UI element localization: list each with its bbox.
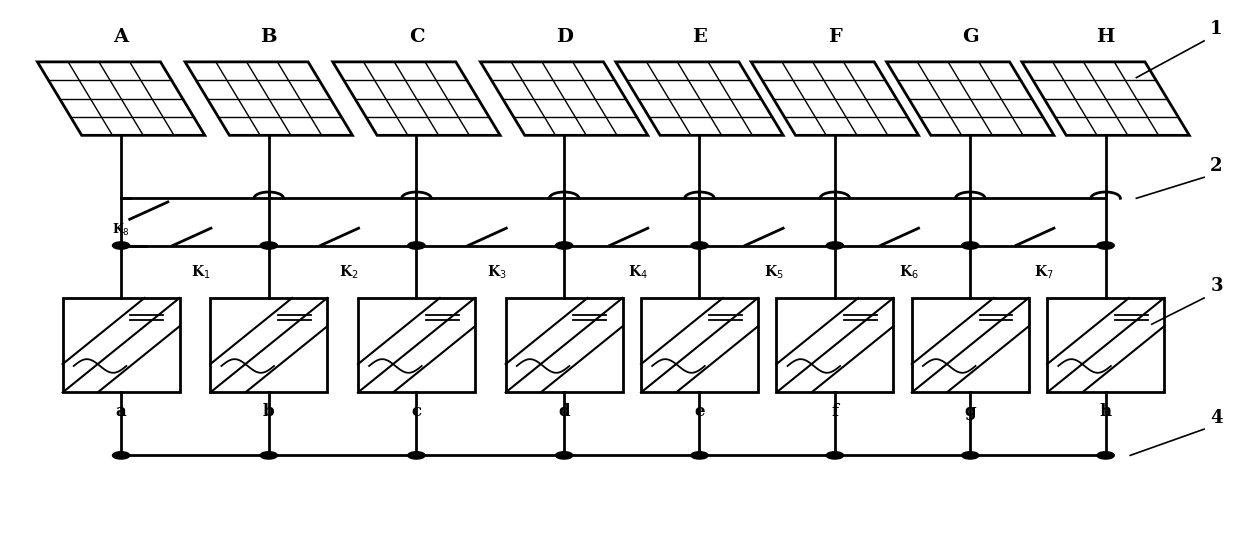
Text: 2: 2	[1211, 157, 1223, 175]
Circle shape	[260, 451, 278, 459]
Circle shape	[826, 451, 844, 459]
Text: K$_8$: K$_8$	[112, 222, 130, 238]
Text: K$_3$: K$_3$	[487, 264, 507, 281]
Text: B: B	[260, 28, 278, 46]
Circle shape	[691, 242, 709, 249]
Text: G: G	[961, 28, 979, 46]
Text: g: g	[964, 403, 976, 420]
Circle shape	[555, 451, 572, 459]
Circle shape	[691, 451, 709, 459]
Circle shape	[260, 242, 278, 249]
Text: K$_7$: K$_7$	[1035, 264, 1054, 281]
Text: D: D	[555, 28, 572, 46]
Text: E: E	[693, 28, 707, 46]
Circle shape	[961, 451, 979, 459]
Text: f: f	[831, 403, 839, 420]
Circle shape	[1097, 451, 1114, 459]
Text: 3: 3	[1211, 277, 1223, 295]
Text: K$_5$: K$_5$	[763, 264, 783, 281]
Circle shape	[555, 242, 572, 249]
Text: K$_6$: K$_6$	[898, 264, 918, 281]
Circle shape	[113, 242, 130, 249]
Text: e: e	[694, 403, 705, 420]
Text: K$_2$: K$_2$	[339, 264, 358, 281]
Text: 4: 4	[1211, 408, 1223, 426]
Text: h: h	[1099, 403, 1111, 420]
Text: d: d	[559, 403, 570, 420]
Text: 1: 1	[1211, 20, 1223, 38]
Text: b: b	[263, 403, 275, 420]
Text: H: H	[1097, 28, 1115, 46]
Text: C: C	[409, 28, 424, 46]
Text: c: c	[411, 403, 421, 420]
Text: A: A	[114, 28, 129, 46]
Circle shape	[961, 242, 979, 249]
Text: K$_1$: K$_1$	[191, 264, 211, 281]
Text: a: a	[115, 403, 126, 420]
Circle shape	[113, 451, 130, 459]
Text: K$_4$: K$_4$	[628, 264, 648, 281]
Text: F: F	[828, 28, 841, 46]
Circle shape	[408, 451, 425, 459]
Circle shape	[408, 242, 425, 249]
Circle shape	[1097, 242, 1114, 249]
Circle shape	[826, 242, 844, 249]
